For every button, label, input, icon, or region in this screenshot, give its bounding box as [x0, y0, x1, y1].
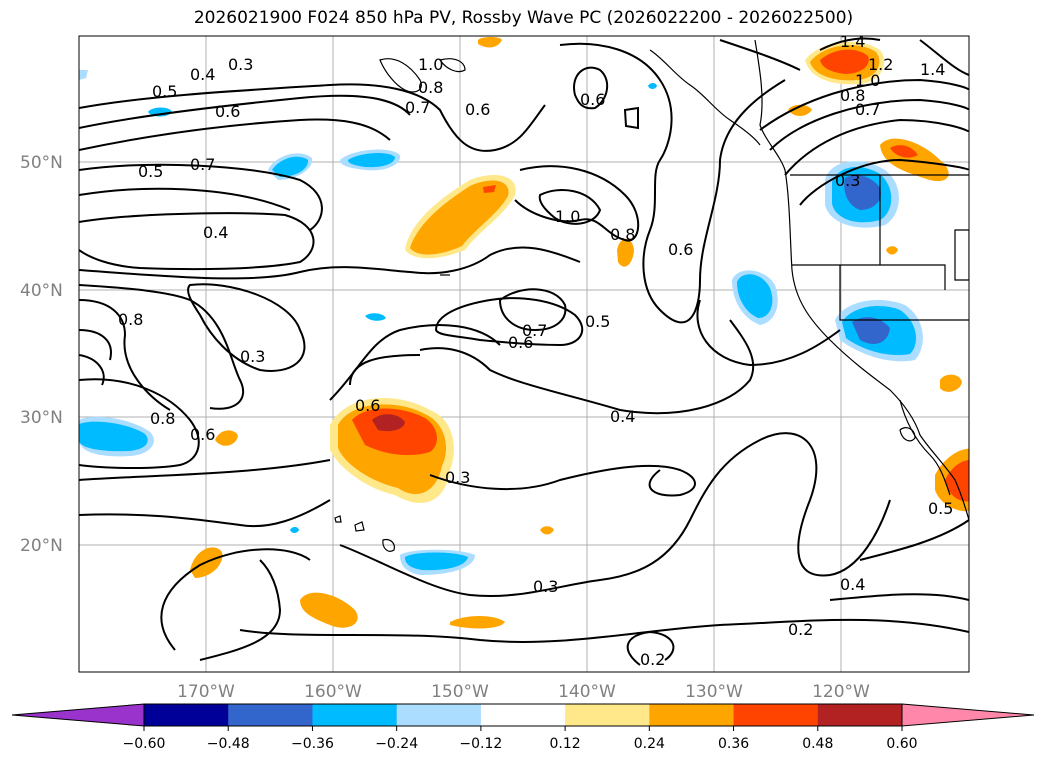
contour-label: 1.4: [840, 32, 865, 51]
contour-label: 0.2: [640, 650, 665, 669]
contour-label: 1.0: [555, 207, 580, 226]
contour-label: 0.3: [228, 55, 253, 74]
pv-contours: [79, 37, 969, 666]
contour-label: 0.6: [215, 102, 240, 121]
lat-label: 40°N: [20, 281, 63, 301]
lon-label: 170°W: [177, 682, 235, 702]
contour-label: 0.4: [190, 65, 215, 84]
colorbar: −0.60 −0.48 −0.36 −0.24 −0.12 0.12 0.24 0.36 0.4…: [11, 703, 1035, 752]
colorbar-segment: [312, 704, 398, 726]
colorbar-segment: [817, 704, 903, 726]
contour-label: 0.6: [508, 333, 533, 352]
contour-label: 0.5: [585, 312, 610, 331]
longitude-labels: 170°W 160°W 150°W 140°W 130°W 120°W: [177, 682, 870, 702]
lon-label: 130°W: [685, 682, 743, 702]
colorbar-tick-label: 0.36: [718, 736, 749, 752]
contour-label: 0.3: [445, 468, 470, 487]
contour-label: 1.0: [855, 71, 880, 90]
positive-anomaly-shading: [190, 37, 969, 629]
contour-label: 0.6: [355, 396, 380, 415]
lat-label: 30°N: [20, 408, 63, 428]
negative-anomaly-shading: [79, 70, 923, 575]
latitude-labels: 50°N 40°N 30°N 20°N: [20, 153, 63, 556]
colorbar-tick-label: −0.36: [291, 736, 334, 752]
gridlines: [79, 36, 969, 672]
contour-label: 0.5: [928, 499, 953, 518]
contour-labels: 0.3 0.4 0.5 0.6 1.0 0.8 0.7 0.6 1.4 1.2 …: [118, 32, 953, 669]
contour-label: 0.3: [240, 347, 265, 366]
colorbar-arrow-high: [901, 703, 1035, 727]
contour-label: 0.2: [788, 620, 813, 639]
contour-label: 1.0: [418, 55, 443, 74]
colorbar-segment: [649, 704, 735, 726]
contour-label: 0.4: [610, 407, 635, 426]
colorbar-arrow-low: [11, 703, 145, 727]
colorbar-segment: [565, 704, 650, 726]
colorbar-tick-label: 0.12: [550, 736, 581, 752]
colorbar-outline: [143, 703, 903, 727]
contour-label: 0.5: [138, 162, 163, 181]
contour-label: 0.4: [840, 575, 865, 594]
lat-label: 50°N: [20, 153, 63, 173]
lon-label: 160°W: [304, 682, 362, 702]
contour-label: 0.7: [522, 321, 547, 340]
contour-label: 0.6: [465, 100, 490, 119]
contour-label: 0.5: [152, 82, 177, 101]
contour-label: 0.7: [855, 100, 880, 119]
contour-label: 0.7: [405, 98, 430, 117]
colorbar-segment: [480, 704, 566, 726]
colorbar-tick-label: 0.24: [634, 736, 665, 752]
colorbar-tick-label: 0.60: [886, 736, 917, 752]
contour-label: 0.4: [203, 223, 228, 242]
contour-label: 0.8: [150, 409, 175, 428]
colorbar-segment: [228, 704, 313, 726]
colorbar-tick-label: −0.24: [375, 736, 418, 752]
lon-label: 120°W: [812, 682, 870, 702]
contour-label: 1.4: [920, 60, 945, 79]
contour-label: 0.6: [668, 240, 693, 259]
contour-label: 0.8: [840, 86, 865, 105]
colorbar-tick-label: −0.12: [459, 736, 502, 752]
map-area: [79, 36, 969, 672]
map-title: 2026021900 F024 850 hPa PV, Rossby Wave …: [193, 8, 854, 28]
contour-label: 0.7: [190, 155, 215, 174]
lon-label: 140°W: [558, 682, 616, 702]
colorbar-segment: [396, 704, 482, 726]
lon-label: 150°W: [431, 682, 489, 702]
contour-label: 0.3: [533, 577, 558, 596]
map-frame: [78, 35, 970, 673]
contour-label: 0.8: [610, 225, 635, 244]
lat-label: 20°N: [20, 536, 63, 556]
colorbar-tick-label: −0.60: [123, 736, 166, 752]
contour-label: 1.2: [868, 55, 893, 74]
contour-label: 0.6: [580, 90, 605, 109]
contour-label: 0.3: [835, 171, 860, 190]
colorbar-segment: [144, 704, 229, 726]
contour-label: 0.8: [418, 78, 443, 97]
contour-label: 0.8: [118, 310, 143, 329]
coastlines: [334, 39, 969, 552]
contour-label: 0.6: [190, 425, 215, 444]
colorbar-segment: [733, 704, 819, 726]
colorbar-tick-label: 0.48: [802, 736, 833, 752]
colorbar-tick-label: −0.48: [207, 736, 250, 752]
